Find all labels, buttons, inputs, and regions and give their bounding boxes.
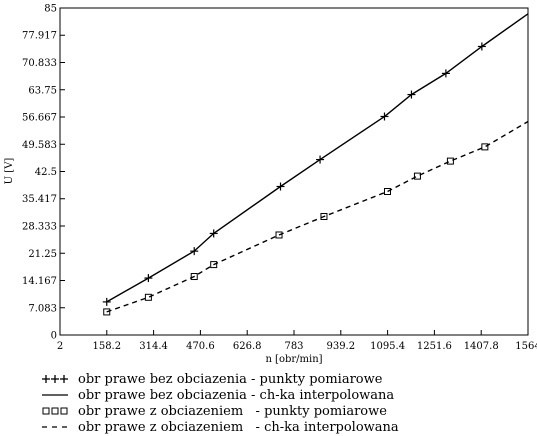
x-tick-label: 626.8 <box>233 341 262 352</box>
y-tick-label: 77.917 <box>22 31 57 42</box>
data-point-with-load <box>383 188 391 196</box>
legend: obr prawe bez obciazenia - punkty pomiar… <box>40 371 520 435</box>
legend-key-dashed-line <box>42 426 68 428</box>
legend-key-square-markers <box>42 407 68 415</box>
y-tick-label: 35.417 <box>22 194 57 205</box>
y-tick-label: 85 <box>44 4 57 15</box>
x-tick-label: 783 <box>284 341 303 352</box>
y-tick-label: 21.25 <box>28 249 57 260</box>
legend-entry: obr prawe z obciazeniem - ch-ka interpol… <box>40 419 520 435</box>
y-axis-ticks: 0 7.083 14.167 21.25 28.333 35.417 42.5 49.583 5… <box>22 4 65 342</box>
x-tick-label: 470.6 <box>186 341 215 352</box>
y-tick-label: 56.667 <box>22 112 57 123</box>
series-layer <box>102 13 529 316</box>
legend-label: obr prawe z obciazeniem - punkty pomiaro… <box>78 403 387 419</box>
series-line-no-load <box>106 13 529 303</box>
y-axis-label: U [V] <box>4 158 15 185</box>
series-line-with-load <box>106 120 529 313</box>
data-point-with-load <box>413 172 421 180</box>
y-tick-label: 0 <box>51 331 57 342</box>
data-point-with-load <box>144 293 152 301</box>
y-tick-label: 14.167 <box>22 276 57 287</box>
data-point-with-load <box>481 143 489 151</box>
y-tick-label: 42.5 <box>35 167 57 178</box>
x-tick-label: 2 <box>57 341 63 352</box>
x-tick-label: 939.2 <box>326 341 355 352</box>
x-axis-label: n [obr/min] <box>265 354 322 365</box>
legend-key-plus-markers <box>42 375 68 383</box>
x-axis-ticks: 2 158.2 314.4 470.6 626.8 783 939.2 1095.4 1251.… <box>57 330 537 352</box>
y-tick-label: 63.75 <box>28 85 57 96</box>
x-tick-label: 1564 <box>515 341 537 352</box>
y-tick-label: 70.833 <box>22 58 57 69</box>
x-tick-label: 1251.6 <box>417 341 452 352</box>
x-tick-label: 1407.8 <box>464 341 499 352</box>
chart: 0 7.083 14.167 21.25 28.333 35.417 42.5 49.583 5… <box>4 4 537 366</box>
legend-entry: obr prawe z obciazeniem - punkty pomiaro… <box>40 403 520 419</box>
y-tick-label: 49.583 <box>22 140 57 151</box>
legend-label: obr prawe bez obciazenia - ch-ka interpo… <box>78 387 395 403</box>
legend-label: obr prawe bez obciazenia - punkty pomiar… <box>78 371 383 387</box>
plot-frame <box>59 7 529 336</box>
legend-key-solid-line <box>42 394 68 396</box>
legend-entry: obr prawe bez obciazenia - ch-ka interpo… <box>40 387 520 403</box>
data-point-with-load <box>446 157 454 165</box>
y-tick-label: 28.333 <box>22 222 57 233</box>
legend-label: obr prawe z obciazeniem - ch-ka interpol… <box>78 419 399 435</box>
x-tick-label: 314.4 <box>139 341 168 352</box>
y-tick-label: 7.083 <box>28 303 57 314</box>
x-tick-label: 158.2 <box>92 341 121 352</box>
x-tick-label: 1095.4 <box>370 341 405 352</box>
legend-entry: obr prawe bez obciazenia - punkty pomiar… <box>40 371 520 387</box>
